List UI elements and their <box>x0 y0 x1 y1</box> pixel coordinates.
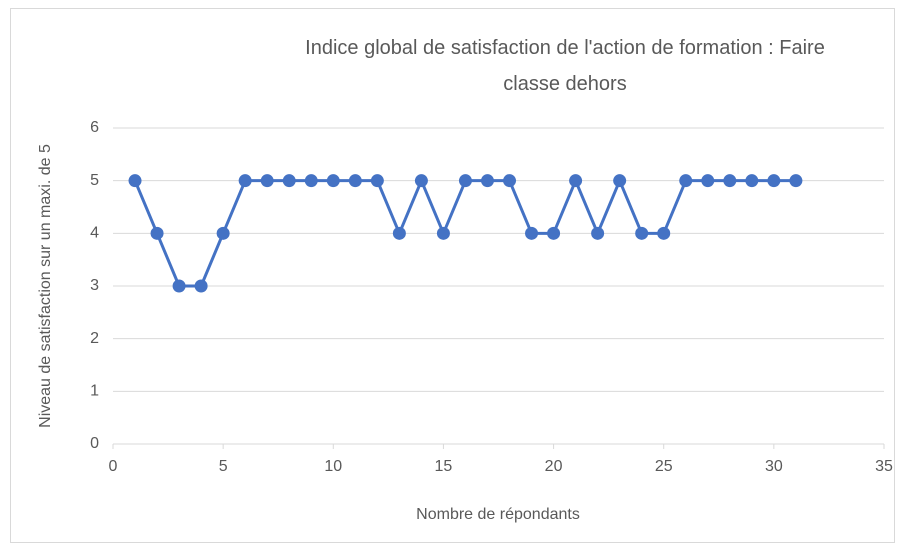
data-point <box>370 174 384 188</box>
data-point <box>723 174 737 188</box>
data-point <box>304 174 318 188</box>
x-tick-label: 0 <box>109 458 118 475</box>
data-point <box>679 174 693 188</box>
y-tick-label: 1 <box>90 383 99 400</box>
x-axis-label: Nombre de répondants <box>416 506 580 523</box>
data-point <box>194 279 208 293</box>
data-point <box>326 174 340 188</box>
chart-title: Indice global de satisfaction de l'actio… <box>305 37 825 95</box>
x-tick-label: 25 <box>655 458 673 475</box>
data-point <box>414 174 428 188</box>
y-axis-label: Niveau de satisfaction sur un maxi. de 5 <box>37 144 54 428</box>
y-tick-label: 2 <box>90 330 99 347</box>
x-tick-label: 15 <box>435 458 453 475</box>
x-tick-label: 35 <box>875 458 893 475</box>
data-point <box>789 174 803 188</box>
data-point <box>238 174 252 188</box>
x-tick-label: 5 <box>219 458 228 475</box>
data-point <box>745 174 759 188</box>
data-point <box>458 174 472 188</box>
y-tick-label: 0 <box>90 435 99 452</box>
data-point <box>701 174 715 188</box>
y-tick-label: 6 <box>90 119 99 136</box>
x-tick-label: 10 <box>324 458 342 475</box>
data-point <box>503 174 517 188</box>
y-tick-label: 5 <box>90 172 99 189</box>
data-point <box>392 226 406 240</box>
data-point <box>480 174 494 188</box>
data-point <box>547 226 561 240</box>
y-tick-label: 3 <box>90 277 99 294</box>
data-point <box>569 174 583 188</box>
y-tick-label: 4 <box>90 225 99 242</box>
data-point <box>128 174 142 188</box>
data-point <box>613 174 627 188</box>
data-point <box>767 174 781 188</box>
data-point <box>635 226 649 240</box>
x-tick-label: 30 <box>765 458 783 475</box>
data-point <box>150 226 164 240</box>
data-point <box>216 226 230 240</box>
data-point <box>436 226 450 240</box>
data-point <box>348 174 362 188</box>
data-point <box>657 226 671 240</box>
data-point <box>172 279 186 293</box>
data-point <box>282 174 296 188</box>
data-point <box>591 226 605 240</box>
data-point <box>260 174 274 188</box>
x-tick-label: 20 <box>545 458 563 475</box>
chart-frame <box>10 8 895 543</box>
data-point <box>525 226 539 240</box>
